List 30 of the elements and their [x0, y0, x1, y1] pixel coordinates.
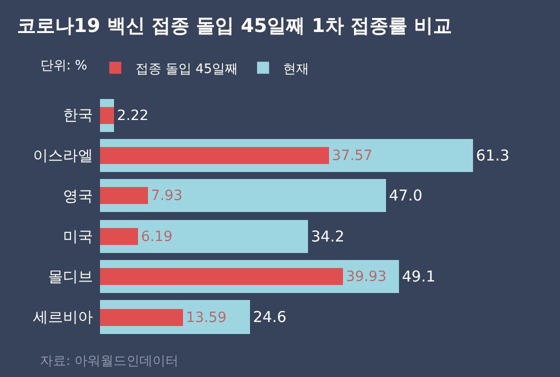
data-label: 49.1 — [402, 267, 436, 286]
bar — [100, 186, 148, 204]
y-tick-label: 몰디브 — [48, 268, 93, 286]
bar — [100, 268, 343, 285]
y-tick-label: 한국 — [63, 106, 93, 124]
data-label: 6.19 — [141, 229, 173, 245]
bar — [100, 178, 386, 212]
legend-title: 단위: % — [40, 58, 88, 74]
y-tick-label: 세르비아 — [33, 308, 93, 326]
data-label: 34.2 — [311, 227, 344, 246]
text: 자료: 아워월드인데이터 — [40, 354, 179, 369]
data-label: 2.22 — [117, 108, 149, 124]
bar — [100, 146, 329, 164]
legend-label: 접종 돌입 45일째 — [135, 62, 238, 77]
chart-title: 코로나19 백신 접종 돌입 45일째 1차 접종률 비교 — [16, 15, 452, 38]
bar — [100, 106, 114, 124]
y-tick-label: 이스라엘 — [33, 146, 93, 165]
data-label: 13.59 — [186, 310, 227, 326]
y-tick-label: 미국 — [63, 227, 93, 246]
data-label: 24.6 — [253, 308, 286, 326]
data-label: 39.93 — [346, 269, 387, 285]
bar — [100, 220, 308, 253]
bar — [100, 308, 183, 326]
y-tick-label: 영국 — [63, 186, 93, 205]
data-label: 47.0 — [389, 186, 422, 204]
data-label: 61.3 — [476, 146, 510, 164]
data-label: 7.93 — [151, 188, 183, 204]
bar — [100, 228, 138, 245]
legend-label: 현재 — [283, 62, 310, 77]
data-label: 37.57 — [332, 148, 373, 164]
